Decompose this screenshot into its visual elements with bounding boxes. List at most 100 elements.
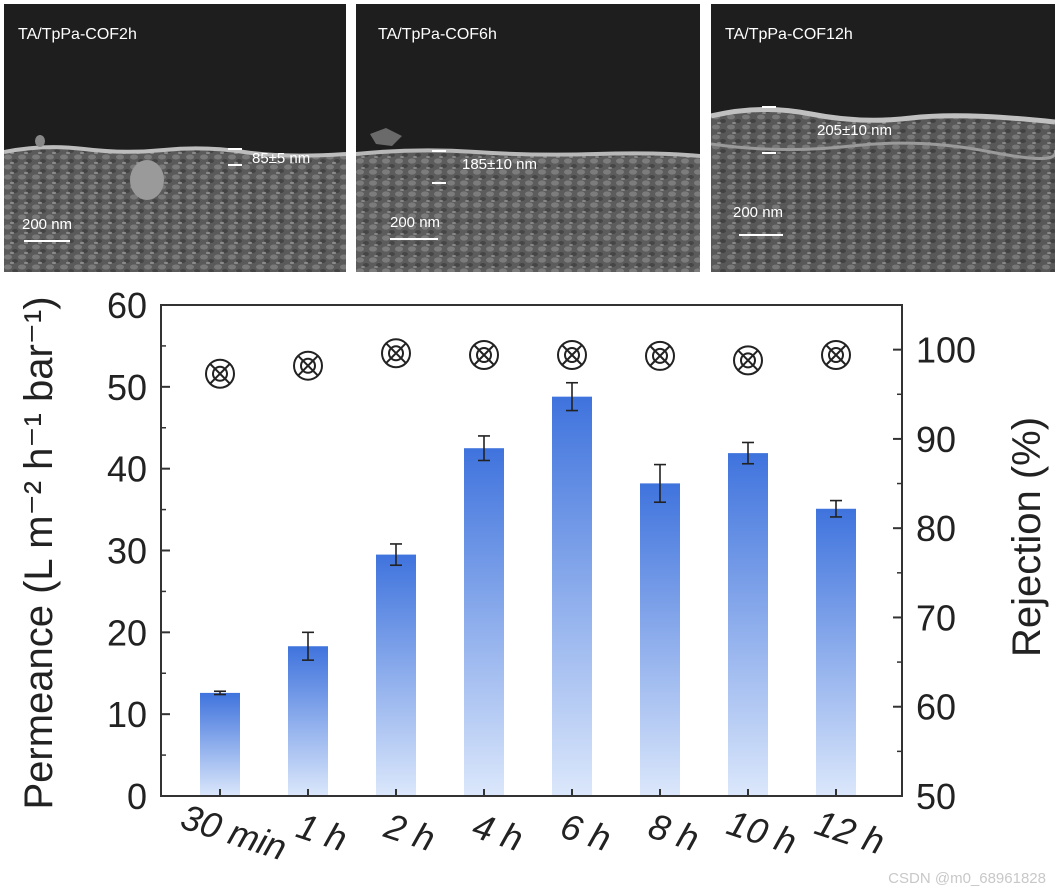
sem-image-6h: TA/TpPa-COF6h 185±10 nm 200 nm (356, 4, 700, 272)
marker-inner-circle (388, 345, 404, 362)
sem-label: TA/TpPa-COF6h (378, 26, 497, 43)
bars (200, 396, 856, 796)
thickness-marker-bottom (762, 152, 776, 154)
error-bar (830, 499, 842, 518)
error-bar (390, 543, 402, 567)
marker-outer-circle (381, 338, 411, 369)
bar-permeance (728, 453, 768, 796)
scale-label: 200 nm (22, 216, 73, 233)
marker-inner-circle (652, 347, 668, 364)
rejection-marker (469, 339, 499, 370)
marker-inner-circle (212, 365, 228, 382)
sem-texture (356, 128, 700, 272)
error-bar (214, 690, 226, 696)
thickness-marker-top (762, 106, 776, 108)
marker-cross-b (473, 344, 495, 366)
plot-frame (160, 304, 903, 797)
bar-permeance (200, 692, 240, 796)
y-tick-label-left: 10 (107, 694, 147, 735)
bar-permeance (288, 646, 328, 796)
y-axis-right-label: Rejection (%) (1005, 417, 1049, 657)
marker-outer-circle (733, 345, 763, 376)
y-tick-label-right: 80 (916, 508, 956, 549)
scale-bar (24, 240, 70, 242)
x-tick-label: 10 h (722, 802, 801, 863)
sem-image-2h: TA/TpPa-COF2h 85±5 nm 200 nm (4, 4, 346, 272)
rejection-marker (557, 339, 587, 370)
thickness-label: 85±5 nm (252, 150, 311, 167)
marker-inner-circle (828, 346, 844, 363)
marker-outer-circle (821, 339, 851, 370)
marker-inner-circle (300, 357, 316, 374)
thickness-marker-bottom (432, 182, 446, 184)
y-tick-label-left: 60 (107, 285, 147, 326)
marker-cross-b (737, 349, 759, 372)
x-tick-label: 30 min (176, 796, 291, 868)
scale-bar (739, 234, 783, 236)
y-tick-label-right: 70 (916, 597, 956, 638)
marker-cross-b (825, 344, 847, 366)
rejection-marker (381, 338, 411, 369)
error-bar (478, 435, 490, 462)
bar-permeance (376, 554, 416, 796)
marker-cross-b (209, 363, 231, 385)
rejection-marker (733, 345, 763, 376)
y-axis-left-label: Permeance (L m⁻² h⁻¹ bar⁻¹) (17, 296, 61, 809)
rejection-marker (293, 350, 323, 381)
sem-label: TA/TpPa-COF12h (725, 26, 853, 43)
permeance-rejection-chart: 30 min 1 h 2 h 4 h 6 h 8 h 10 h 12 h 0 10 20 30 40 50… (17, 285, 1049, 868)
bar-permeance (552, 396, 592, 796)
marker-inner-circle (740, 352, 756, 369)
y-tick-label-right: 50 (916, 776, 956, 817)
y-tick-label-left: 50 (107, 367, 147, 408)
sem-image-12h: TA/TpPa-COF12h 205±10 nm 200 nm (711, 4, 1055, 272)
x-tick-label: 4 h (468, 805, 528, 859)
y-tick-label-right: 90 (916, 419, 956, 460)
y-tick-label-left: 0 (127, 776, 147, 817)
marker-cross-b (561, 344, 583, 366)
marker-outer-circle (645, 340, 675, 371)
sem-label: TA/TpPa-COF2h (18, 26, 137, 43)
error-bars (214, 381, 842, 696)
thickness-label: 185±10 nm (462, 156, 537, 173)
marker-outer-circle (469, 339, 499, 370)
x-tick-label: 2 h (379, 805, 440, 860)
watermark: CSDN @m0_68961828 (888, 870, 1046, 887)
marker-outer-circle (205, 358, 235, 389)
thickness-marker-bottom (228, 164, 242, 166)
x-tick-label: 8 h (644, 805, 704, 859)
y-tick-label-right: 60 (916, 687, 956, 728)
error-bar (742, 441, 754, 465)
marker-inner-circle (476, 346, 492, 363)
scale-label: 200 nm (390, 214, 441, 231)
rejection-marker (821, 339, 851, 370)
bar-permeance (464, 448, 504, 796)
scale-bar (390, 238, 438, 240)
scale-label: 200 nm (733, 204, 784, 221)
y-tick-label-right: 100 (916, 330, 976, 371)
sem-texture (4, 135, 346, 272)
y-tick-label-left: 30 (107, 531, 147, 572)
x-tick-label: 12 h (810, 802, 889, 863)
x-tick-label: 1 h (292, 805, 352, 859)
thickness-marker-top (432, 150, 446, 152)
marker-cross-b (297, 354, 319, 377)
marker-cross-b (649, 345, 671, 367)
marker-outer-circle (557, 339, 587, 370)
x-tick-label: 6 h (556, 805, 616, 859)
rejection-markers (205, 338, 851, 389)
bar-permeance (640, 483, 680, 796)
error-bar (566, 381, 578, 412)
axes: 30 min 1 h 2 h 4 h 6 h 8 h 10 h 12 h 0 10 20 30 40 50… (107, 285, 976, 868)
rejection-marker (205, 358, 235, 389)
error-bar (654, 463, 666, 504)
bar-permeance (816, 508, 856, 796)
marker-inner-circle (564, 346, 580, 363)
sem-texture (711, 106, 1055, 272)
y-tick-label-left: 20 (107, 612, 147, 653)
thickness-label: 205±10 nm (817, 122, 892, 139)
marker-cross-b (385, 342, 407, 364)
error-bar (302, 631, 314, 661)
rejection-marker (645, 340, 675, 371)
y-tick-label-left: 40 (107, 449, 147, 490)
